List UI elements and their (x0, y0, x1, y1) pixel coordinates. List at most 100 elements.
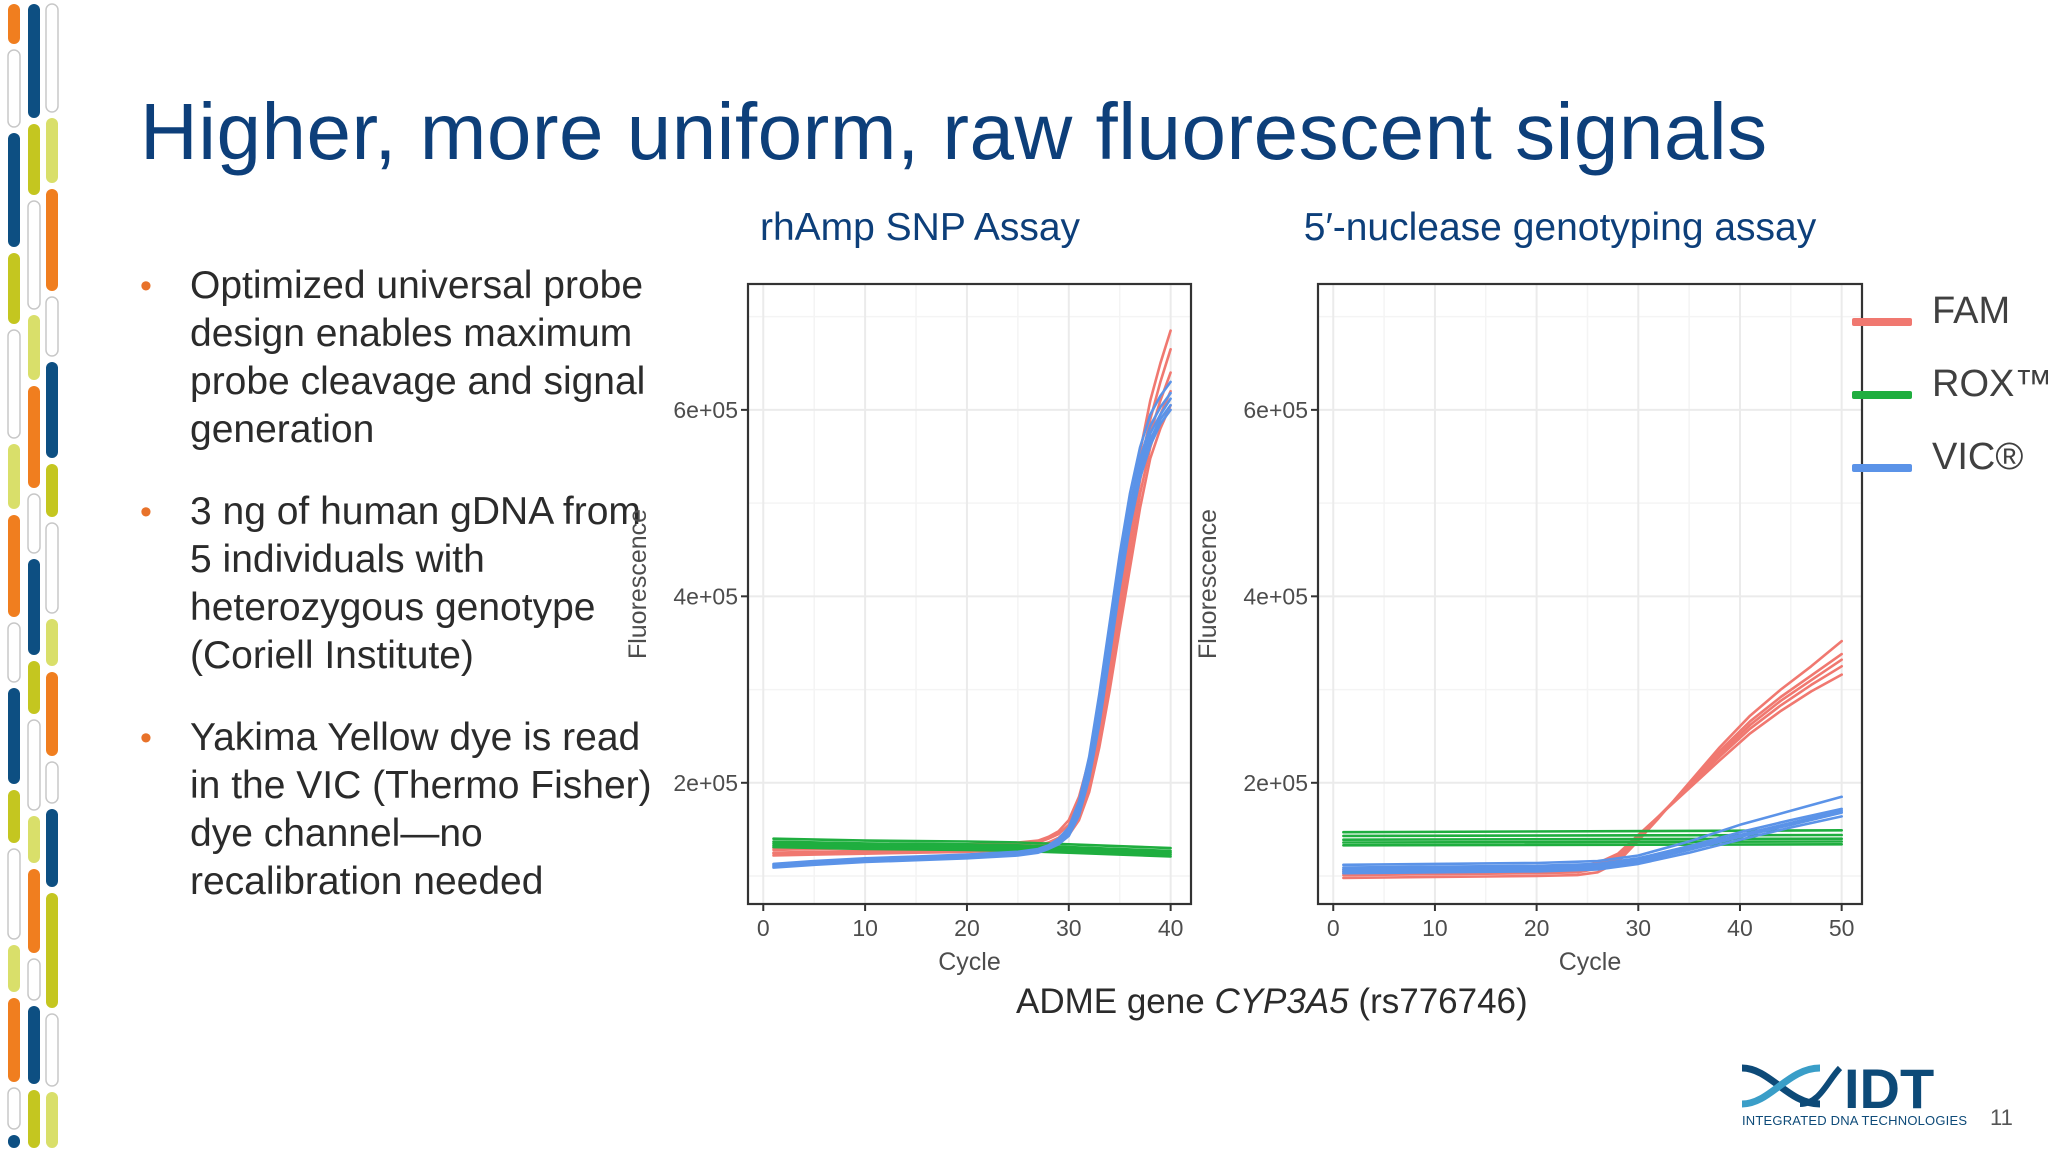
stripe-segment (8, 998, 20, 1082)
chart-0: 0 10 20 30 40 2e+05 4e+05 6e+05 Cycle Fluorescenc… (624, 282, 1193, 976)
legend-swatch-fam (1852, 318, 1912, 326)
stripe-segment (8, 790, 20, 843)
stripe-segment (27, 493, 41, 554)
stripe-segment (28, 559, 40, 655)
stripe-segment (46, 893, 58, 1008)
figure-caption: ADME gene CYP3A5 (rs776746) (1016, 982, 1528, 1022)
series-line-rox (1342, 843, 1843, 847)
legend-swatch-rox (1852, 391, 1912, 399)
stripe-segment (8, 133, 20, 247)
stripe-segment (46, 809, 58, 887)
stripe-segment (28, 124, 40, 195)
stripe-segment (28, 869, 40, 953)
x-axis-label: Cycle (938, 948, 1001, 976)
stripe-segment (27, 200, 41, 310)
bullet-text: Optimized universal probe design enables… (190, 264, 646, 451)
legend-label-vic: VIC® (1932, 436, 2024, 478)
bullet-dot: • (140, 493, 152, 531)
x-tick-label: 20 (954, 915, 980, 941)
stripe-segment (7, 622, 21, 683)
stripe-segment (28, 386, 40, 488)
stripe-segment (28, 661, 40, 714)
y-tick-label: 4e+05 (1243, 583, 1308, 609)
caption-prefix: ADME gene (1016, 982, 1215, 1021)
x-tick-label: 0 (757, 915, 770, 941)
series-line-rox (772, 844, 1172, 856)
x-tick-label: 50 (1829, 915, 1855, 941)
series-line-vic (1342, 809, 1843, 871)
y-tick-label: 6e+05 (1243, 397, 1308, 423)
series-line-vic (1342, 815, 1843, 875)
stripe-segment (8, 444, 20, 509)
series-line-vic (1342, 795, 1843, 867)
legend-label-rox: ROX™ (1932, 363, 2048, 405)
chart-title-5-nuclease: 5′-nuclease genotyping assay (1303, 206, 1817, 249)
logo-text: IDT (1844, 1060, 1934, 1116)
stripe-segment (7, 329, 21, 439)
stripe-segment (7, 49, 21, 128)
x-tick-label: 10 (1422, 915, 1448, 941)
stripe-segment (8, 945, 20, 992)
bullet-dot: • (140, 267, 152, 305)
bullet-text: 3 ng of human gDNA from 5 individuals wi… (190, 490, 641, 677)
plot-frame (1316, 282, 1864, 906)
x-tick-label: 30 (1626, 915, 1652, 941)
x-tick-label: 0 (1327, 915, 1340, 941)
logo-helix-strand (1799, 1065, 1843, 1107)
stripe-segment (46, 464, 58, 517)
series-line-rox (1342, 840, 1843, 844)
stripe-segment (27, 958, 41, 1001)
stripe-segment (28, 1090, 40, 1148)
x-tick-label: 40 (1158, 915, 1184, 941)
legend-swatch-vic (1852, 464, 1912, 472)
stripe-segment (46, 1092, 58, 1148)
series-line-rox (772, 840, 1172, 853)
x-tick-label: 20 (1524, 915, 1550, 941)
stripe-segment (28, 1006, 40, 1084)
stripe-segment (28, 315, 40, 380)
y-tick-label: 6e+05 (673, 397, 738, 423)
series-line-vic (772, 408, 1172, 869)
stripe-segment (27, 719, 41, 811)
series-line-rox (1342, 833, 1843, 838)
stripe-segment (46, 672, 58, 756)
stripe-segment (45, 3, 59, 113)
stripe-segment (8, 515, 20, 617)
x-axis-label: Cycle (1559, 948, 1622, 976)
x-tick-label: 40 (1727, 915, 1753, 941)
stripe-segment (46, 118, 58, 183)
caption-gene: CYP3A5 (1214, 982, 1349, 1021)
series-line-vic (1342, 807, 1843, 869)
y-axis-label: Fluorescence (1194, 509, 1222, 659)
stripe-segment (8, 253, 20, 324)
stripe-segment (7, 848, 21, 940)
plot-background (1318, 284, 1862, 904)
stripe-segment (45, 761, 59, 804)
stripe-segment (28, 816, 40, 863)
legend-label-fam: FAM (1932, 290, 2011, 332)
x-tick-label: 30 (1056, 915, 1082, 941)
bullet-item: • 3 ng of human gDNA from 5 individuals … (140, 488, 660, 680)
stripe-segment (8, 688, 20, 784)
y-axis-label: Fluorescence (624, 509, 652, 659)
y-tick-label: 2e+05 (1243, 770, 1308, 796)
bullet-dot: • (140, 719, 152, 757)
plot-frame (746, 282, 1193, 906)
idt-logo: IDT (1741, 1060, 1934, 1116)
decorative-stripes (7, 3, 59, 1148)
y-tick-label: 2e+05 (673, 770, 738, 796)
stripe-segment (7, 1087, 21, 1130)
logo-subtext: INTEGRATED DNA TECHNOLOGIES (1742, 1113, 1968, 1128)
x-tick-label: 10 (852, 915, 878, 941)
stripe-segment (45, 1013, 59, 1087)
stripe-segment (46, 189, 58, 291)
logo-helix-strand (1741, 1064, 1821, 1108)
caption-suffix: (rs776746) (1348, 982, 1528, 1021)
stripe-segment (46, 619, 58, 666)
page-number: 11 (1990, 1105, 2013, 1130)
series-line-vic (1342, 811, 1843, 873)
bullet-item: • Yakima Yellow dye is read in the VIC (… (140, 714, 660, 906)
bullet-list: • Optimized universal probe design enabl… (140, 262, 660, 940)
stripe-segment (45, 522, 59, 614)
chart-title-rhamp: rhAmp SNP Assay (759, 206, 1081, 249)
